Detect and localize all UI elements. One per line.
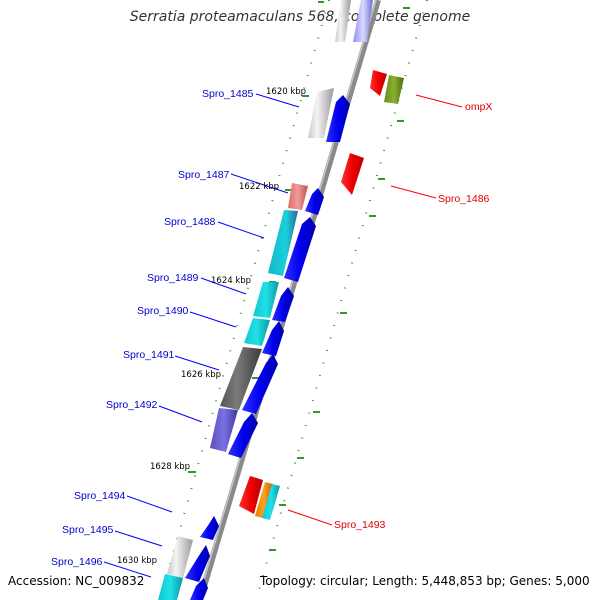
- gene-feature[interactable]: [228, 413, 258, 458]
- gene-feature[interactable]: [262, 484, 280, 520]
- gene-feature[interactable]: [220, 347, 262, 410]
- gene-feature[interactable]: [268, 210, 298, 276]
- tick-label-1620: 1620 kbp: [266, 87, 306, 97]
- gene-feature[interactable]: [158, 574, 183, 600]
- gene-label-spro-1487[interactable]: Spro_1487: [178, 169, 230, 181]
- reverse-leader-lines: [287, 94, 463, 526]
- gene-feature[interactable]: [200, 516, 219, 540]
- tick-label-1630: 1630 kbp: [117, 556, 157, 566]
- gene-label-spro-1492[interactable]: Spro_1492: [106, 399, 158, 411]
- map-title: Serratia proteamaculans 568, complete ge…: [129, 9, 471, 25]
- gene-label-spro-1491[interactable]: Spro_1491: [123, 349, 175, 361]
- gene-feature[interactable]: [262, 321, 284, 356]
- gene-feature[interactable]: [284, 217, 316, 282]
- gene-feature[interactable]: [185, 545, 210, 582]
- gene-label-spro-1490[interactable]: Spro_1490: [137, 305, 189, 317]
- gene-feature[interactable]: [353, 0, 373, 42]
- gene-feature[interactable]: [370, 70, 387, 96]
- gene-label-spro-1496[interactable]: Spro_1496: [51, 556, 103, 568]
- tick-label-1626: 1626 kbp: [181, 370, 221, 380]
- forward-gene-labels: Spro_1485 Spro_1487 Spro_1488 Spro_1489 …: [51, 88, 254, 568]
- tick-label-1628: 1628 kbp: [150, 462, 190, 472]
- coordinate-labels: 1620 kbp 1622 kbp 1624 kbp 1626 kbp 1628…: [117, 87, 306, 566]
- gene-feature[interactable]: [384, 75, 404, 104]
- gene-feature[interactable]: [167, 536, 193, 578]
- accession-text: Accession: NC_009832: [8, 574, 145, 588]
- gene-label-spro-1495[interactable]: Spro_1495: [62, 524, 114, 536]
- gene-feature[interactable]: [210, 408, 238, 452]
- gene-features: [158, 0, 404, 600]
- gene-label-spro-1493[interactable]: Spro_1493: [334, 519, 386, 531]
- gene-feature[interactable]: [288, 183, 308, 210]
- gene-feature[interactable]: [305, 188, 324, 215]
- summary-text: Topology: circular; Length: 5,448,853 bp…: [260, 574, 590, 588]
- gene-label-spro-1489[interactable]: Spro_1489: [147, 272, 199, 284]
- tick-label-1624: 1624 kbp: [211, 276, 251, 286]
- gene-feature[interactable]: [253, 282, 279, 318]
- gene-feature[interactable]: [242, 354, 278, 414]
- gene-feature[interactable]: [244, 318, 270, 346]
- forward-leader-lines: [103, 93, 300, 578]
- gene-feature[interactable]: [341, 153, 364, 195]
- gene-feature[interactable]: [190, 578, 208, 600]
- gene-feature[interactable]: [272, 287, 294, 322]
- gene-label-spro-1488[interactable]: Spro_1488: [164, 216, 216, 228]
- gene-feature[interactable]: [255, 482, 273, 518]
- tick-label-1622: 1622 kbp: [239, 182, 279, 192]
- gene-label-spro-1486[interactable]: Spro_1486: [438, 193, 490, 205]
- gene-feature[interactable]: [308, 88, 334, 138]
- gene-feature[interactable]: [335, 0, 351, 42]
- gene-label-ompx[interactable]: ompX: [465, 101, 492, 113]
- gene-label-spro-1485[interactable]: Spro_1485: [202, 88, 254, 100]
- reverse-gene-labels: ompX Spro_1486 Spro_1493: [334, 101, 492, 531]
- gene-feature[interactable]: [239, 476, 263, 514]
- gene-feature[interactable]: [326, 95, 350, 142]
- gene-label-spro-1494[interactable]: Spro_1494: [74, 490, 126, 502]
